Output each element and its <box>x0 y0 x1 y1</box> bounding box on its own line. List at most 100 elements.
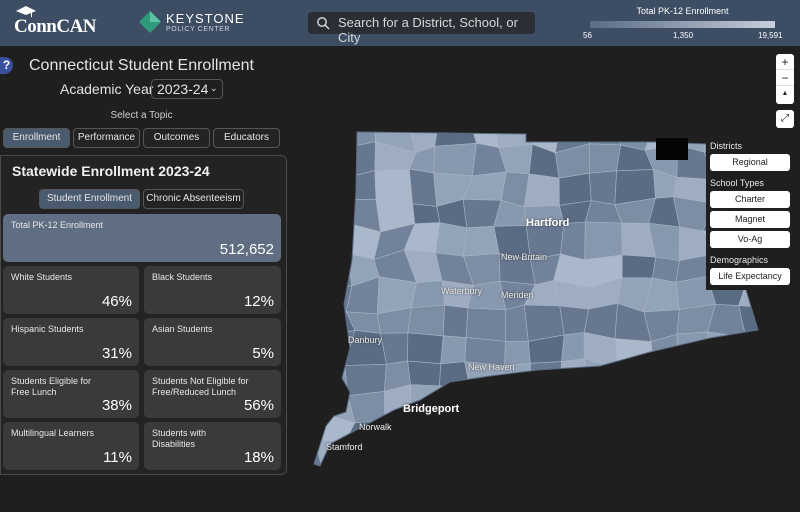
town-shape[interactable] <box>588 120 622 146</box>
town-shape[interactable] <box>703 357 746 393</box>
town-shape[interactable] <box>403 442 438 471</box>
academic-year-select[interactable]: 2023-24 ⌄ <box>151 79 223 99</box>
town-shape[interactable] <box>676 331 710 368</box>
help-icon[interactable]: ? <box>0 57 13 74</box>
town-shape[interactable] <box>290 386 316 422</box>
town-shape[interactable] <box>738 359 770 396</box>
town-shape[interactable] <box>314 194 348 223</box>
filter-vo-ag-button[interactable]: Vo-Ag <box>710 231 790 248</box>
town-shape[interactable] <box>407 360 442 387</box>
town-shape[interactable] <box>526 412 562 448</box>
zoom-out-button[interactable]: − <box>776 70 794 86</box>
town-shape[interactable] <box>583 358 619 391</box>
town-shape[interactable] <box>614 338 654 369</box>
town-shape[interactable] <box>644 413 675 449</box>
town-shape[interactable] <box>469 387 503 416</box>
town-shape[interactable] <box>708 440 745 471</box>
town-shape[interactable] <box>407 304 445 337</box>
town-shape[interactable] <box>290 256 324 289</box>
town-shape[interactable] <box>290 307 316 340</box>
town-shape[interactable] <box>290 439 324 471</box>
town-shape[interactable] <box>738 391 770 423</box>
town-shape[interactable] <box>612 383 650 416</box>
filter-charter-button[interactable]: Charter <box>710 191 790 208</box>
town-shape[interactable] <box>643 443 681 471</box>
town-shape[interactable] <box>290 194 322 233</box>
town-shape[interactable] <box>433 443 470 471</box>
town-shape[interactable] <box>559 412 595 442</box>
town-shape[interactable] <box>588 170 618 205</box>
town-shape[interactable] <box>350 141 376 177</box>
town-shape[interactable] <box>374 168 413 205</box>
town-shape[interactable] <box>674 440 710 471</box>
town-shape[interactable] <box>649 367 683 386</box>
subtab-student-enrollment[interactable]: Student Enrollment <box>39 189 140 209</box>
town-shape[interactable] <box>501 415 529 448</box>
fullscreen-button[interactable]: ⤢ <box>776 110 794 128</box>
town-shape[interactable] <box>290 410 316 443</box>
town-shape[interactable] <box>558 172 592 206</box>
town-shape[interactable] <box>522 440 560 471</box>
town-shape[interactable] <box>559 440 595 471</box>
town-shape[interactable] <box>347 170 377 201</box>
town-shape[interactable] <box>592 413 623 444</box>
town-shape[interactable] <box>673 413 711 445</box>
town-shape[interactable] <box>290 363 318 389</box>
town-shape[interactable] <box>584 221 623 261</box>
town-shape[interactable] <box>708 417 745 447</box>
town-shape[interactable] <box>617 442 650 471</box>
conncan-logo[interactable]: ConnCAN <box>14 6 97 37</box>
town-shape[interactable] <box>612 367 654 391</box>
town-shape[interactable] <box>432 411 472 449</box>
tab-enrollment[interactable]: Enrollment <box>3 128 70 148</box>
town-shape[interactable] <box>314 221 348 258</box>
town-shape[interactable] <box>433 142 477 177</box>
reset-north-button[interactable]: ▲ <box>781 90 789 97</box>
town-shape[interactable] <box>290 120 323 145</box>
town-shape[interactable] <box>344 364 387 397</box>
town-shape[interactable] <box>463 225 500 257</box>
town-shape[interactable] <box>320 172 355 200</box>
town-shape[interactable] <box>442 304 469 338</box>
town-shape[interactable] <box>319 120 352 148</box>
filter-regional-button[interactable]: Regional <box>710 154 790 171</box>
town-shape[interactable] <box>678 357 710 388</box>
town-shape[interactable] <box>440 335 467 365</box>
town-shape[interactable] <box>740 440 770 471</box>
town-shape[interactable] <box>411 280 445 309</box>
town-shape[interactable] <box>290 142 323 174</box>
town-shape[interactable] <box>469 411 506 447</box>
connecticut-map[interactable] <box>290 120 770 472</box>
tab-educators[interactable]: Educators <box>213 128 280 148</box>
town-shape[interactable] <box>592 440 622 471</box>
town-shape[interactable] <box>290 329 318 366</box>
town-shape[interactable] <box>321 142 354 177</box>
search-input[interactable]: Search for a District, School, or City <box>308 12 535 45</box>
town-shape[interactable] <box>588 143 622 174</box>
town-shape[interactable] <box>374 441 415 471</box>
town-shape[interactable] <box>738 305 770 340</box>
town-shape[interactable] <box>561 332 585 362</box>
town-shape[interactable] <box>496 386 532 423</box>
tab-outcomes[interactable]: Outcomes <box>143 128 210 148</box>
zoom-in-button[interactable]: + <box>776 54 794 70</box>
town-shape[interactable] <box>468 443 506 471</box>
filter-life-expectancy-button[interactable]: Life Expectancy <box>710 268 790 285</box>
subtab-chronic-absenteeism[interactable]: Chronic Absenteeism <box>143 189 244 209</box>
town-shape[interactable] <box>290 222 324 261</box>
town-shape[interactable] <box>589 384 614 420</box>
town-shape[interactable] <box>523 173 560 208</box>
town-shape[interactable] <box>496 445 529 471</box>
keystone-logo[interactable]: KEYSTONE POLICY CENTER <box>138 10 244 36</box>
town-shape[interactable] <box>740 411 770 447</box>
town-shape[interactable] <box>673 384 711 418</box>
highlighted-town[interactable] <box>656 138 688 160</box>
town-shape[interactable] <box>644 383 683 416</box>
town-shape[interactable] <box>707 331 747 362</box>
town-shape[interactable] <box>408 168 438 207</box>
town-shape[interactable] <box>290 286 322 312</box>
town-shape[interactable] <box>412 203 441 225</box>
town-shape[interactable] <box>435 222 468 257</box>
town-shape[interactable] <box>703 387 741 423</box>
town-shape[interactable] <box>526 386 562 423</box>
